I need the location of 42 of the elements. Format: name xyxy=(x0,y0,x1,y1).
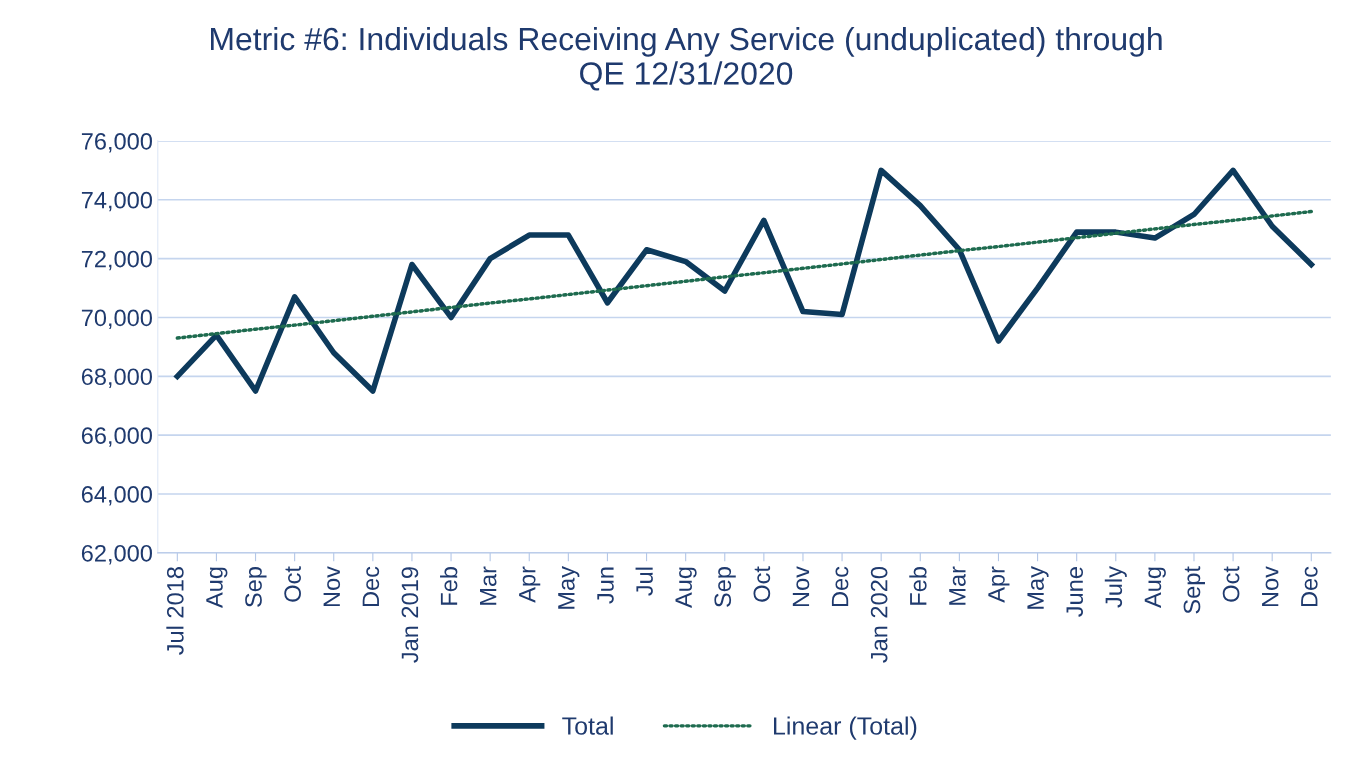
y-tick-label: 62,000 xyxy=(81,544,152,565)
x-tick-label: Oct xyxy=(753,566,771,602)
y-tick-label: 74,000 xyxy=(81,191,152,212)
x-tick-label: Jan 2020 xyxy=(870,566,888,663)
x-tick-label: June xyxy=(1066,567,1084,617)
x-tick-label: Feb xyxy=(909,567,927,605)
y-tick-label: 64,000 xyxy=(81,486,152,506)
x-tick-label: Aug xyxy=(206,567,228,609)
y-tick-label: 68,000 xyxy=(81,368,152,388)
x-tick-label: Feb xyxy=(440,567,458,605)
x-tick-label: Apr xyxy=(519,566,541,603)
x-tick-label: Apr xyxy=(988,566,1010,603)
x-tick-label: Dec xyxy=(1301,566,1318,607)
x-tick-label: Sep xyxy=(714,567,736,607)
x-tick-label: May xyxy=(1027,566,1049,609)
x-tick-label: Mar xyxy=(949,566,966,605)
x-tick-label: Sep xyxy=(245,567,267,607)
x-tick-label: May xyxy=(558,566,580,609)
x-tick-label: Nov xyxy=(792,566,810,607)
x-tick-label: Nov xyxy=(1262,566,1279,607)
x-tick-label: Oct xyxy=(1222,566,1240,602)
x-tick-label: Jul 2018 xyxy=(166,567,184,655)
x-tick-label: Aug xyxy=(675,567,697,609)
x-tick-label: Oct xyxy=(284,566,301,602)
chart-title: Metric #6: Individuals Receiving Any Service (unduplicated) through QE 12/31/2020 xyxy=(211,26,1162,91)
legend-label: Total xyxy=(562,716,613,735)
x-tick-label: Nov xyxy=(323,566,341,607)
x-tick-label: Aug xyxy=(1144,567,1166,609)
line-series xyxy=(175,209,1314,340)
x-tick-label: Jun xyxy=(597,567,614,604)
x-tick-label: Jul xyxy=(635,567,653,596)
x-tick-label: Dec xyxy=(362,566,380,607)
x-tick-label: Jan 2019 xyxy=(401,567,419,663)
x-tick-label: July xyxy=(1104,566,1127,608)
y-tick-label: 70,000 xyxy=(81,309,152,330)
y-tick-label: 72,000 xyxy=(81,250,152,271)
y-tick-label: 76,000 xyxy=(81,132,152,153)
legend-label: Linear (Total) xyxy=(774,716,917,740)
x-tick-label: Dec xyxy=(831,566,849,607)
y-tick-label: 66,000 xyxy=(81,427,152,447)
x-tick-label: Mar xyxy=(480,566,497,605)
x-tick-label: Sept xyxy=(1183,566,1205,614)
